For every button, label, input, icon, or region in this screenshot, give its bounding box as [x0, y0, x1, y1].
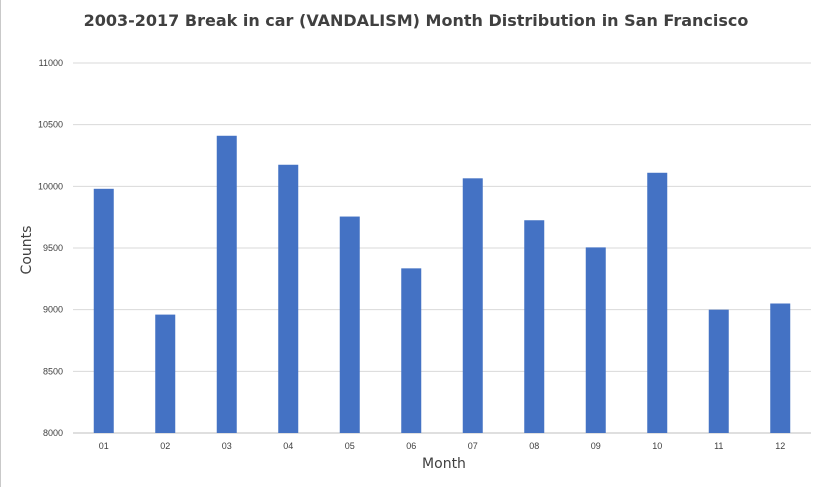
bar-05: [339, 216, 360, 433]
bar-06: [401, 268, 422, 433]
x-tick-label: 11: [714, 441, 723, 451]
y-tick-label: 10000: [38, 181, 63, 191]
bar-04: [278, 164, 299, 433]
gridlines: [73, 62, 811, 434]
x-tick-label: 08: [529, 441, 539, 451]
x-tick-label: 03: [222, 441, 232, 451]
bar-08: [524, 220, 545, 433]
x-tick-label: 01: [99, 441, 109, 451]
bar-03: [216, 135, 237, 433]
y-tick-label: 8000: [43, 428, 63, 438]
bar-01: [93, 188, 114, 433]
y-tick-label: 9000: [43, 305, 63, 315]
chart-title: 2003-2017 Break in car (VANDALISM) Month…: [84, 11, 749, 30]
y-tick-label: 11000: [39, 58, 63, 68]
y-axis-ticks: 8000 8500 9000 9500 10000 10500 11000: [38, 58, 63, 438]
x-axis-title: Month: [422, 456, 466, 472]
y-tick-label: 10500: [38, 120, 63, 130]
bar-12: [770, 303, 791, 433]
x-tick-label: 04: [283, 441, 293, 451]
y-tick-label: 8500: [43, 366, 63, 376]
bars: [93, 135, 791, 433]
bar-02: [155, 314, 176, 433]
x-tick-label: 12: [775, 441, 785, 451]
x-tick-label: 10: [652, 441, 662, 451]
x-tick-label: 06: [406, 441, 416, 451]
x-axis-ticks: 01 02 03 04 05 06 07 08 09 10 11 12: [99, 441, 786, 451]
y-tick-label: 9500: [43, 243, 63, 253]
x-tick-label: 02: [160, 441, 170, 451]
bar-10: [647, 172, 668, 433]
y-axis-title: Counts: [19, 226, 35, 275]
x-tick-label: 07: [468, 441, 478, 451]
x-tick-label: 05: [345, 441, 355, 451]
bar-11: [708, 309, 729, 433]
bar-07: [462, 178, 483, 433]
x-tick-label: 09: [591, 441, 601, 451]
bar-09: [585, 247, 606, 433]
